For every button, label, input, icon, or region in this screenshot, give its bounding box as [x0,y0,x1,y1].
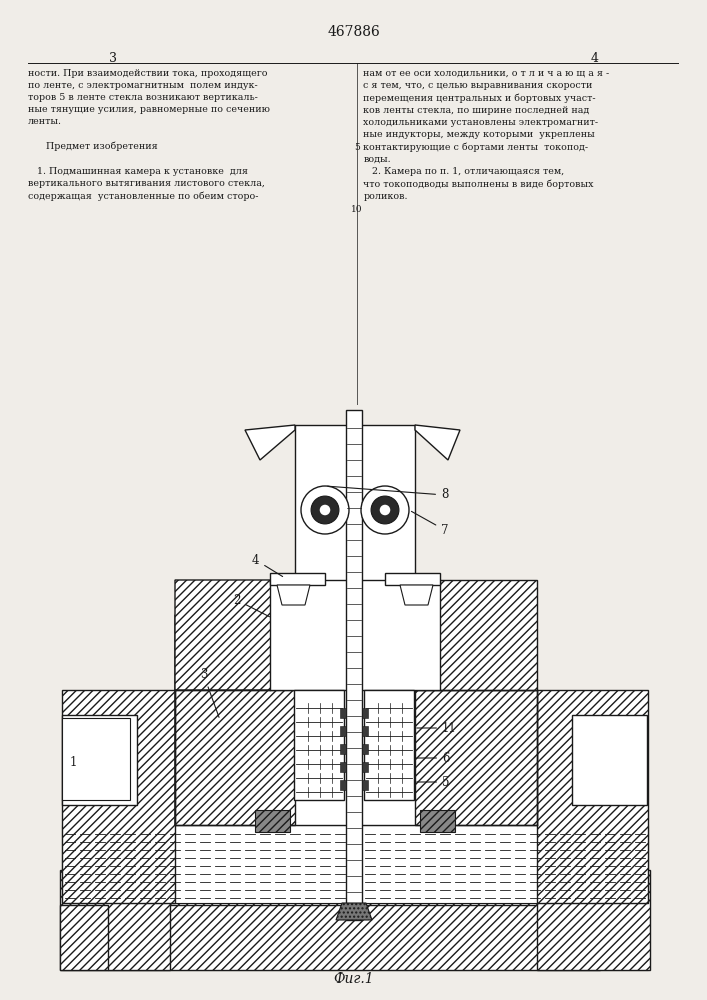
Bar [255,810,290,832]
Bar [62,718,130,800]
Text: 1: 1 [69,756,76,768]
Circle shape [320,505,330,515]
Polygon shape [537,870,650,970]
Bar [270,580,440,690]
Bar [175,690,537,825]
Text: 3: 3 [109,52,117,65]
Text: 5: 5 [354,143,360,152]
Polygon shape [62,903,648,970]
Bar [385,573,440,585]
Bar [346,410,362,920]
Bar [364,690,414,800]
Circle shape [361,486,409,534]
Text: 11: 11 [416,722,457,734]
Polygon shape [60,870,170,970]
Text: 3: 3 [200,668,219,717]
Polygon shape [415,580,537,690]
Polygon shape [175,580,295,690]
Polygon shape [175,690,295,825]
Bar [294,690,344,800]
Bar [62,825,648,903]
Text: 467886: 467886 [327,25,380,39]
Bar [572,715,647,805]
Circle shape [311,496,339,524]
Polygon shape [277,585,310,605]
Circle shape [371,496,399,524]
Polygon shape [108,905,600,970]
Bar [340,762,346,772]
Bar [362,726,368,736]
Polygon shape [415,425,460,460]
Text: 2: 2 [233,593,269,617]
Bar [295,425,415,580]
Polygon shape [60,905,108,970]
Text: 10: 10 [351,206,363,215]
Polygon shape [537,690,648,903]
Bar [362,762,368,772]
Text: нам от ее оси холодильники, о т л и ч а ю щ а я -
с я тем, что, с целью выравнив: нам от ее оси холодильники, о т л и ч а … [363,69,609,201]
Polygon shape [175,615,295,825]
Polygon shape [62,690,175,903]
Bar [270,573,325,585]
Bar [62,715,137,805]
Polygon shape [245,425,295,460]
Bar [340,708,346,718]
Text: 5: 5 [417,776,450,788]
Polygon shape [415,615,537,690]
Polygon shape [336,903,372,920]
Bar [340,726,346,736]
Bar [362,780,368,790]
Bar [420,810,455,832]
Text: 4: 4 [590,52,598,65]
Bar [340,744,346,754]
Bar [340,780,346,790]
Text: 7: 7 [411,511,448,536]
Circle shape [380,505,390,515]
Bar [362,744,368,754]
Text: ности. При взаимодействии тока, проходящего
по ленте, с электромагнитным  полем : ности. При взаимодействии тока, проходящ… [28,69,270,201]
Polygon shape [400,585,433,605]
Text: 8: 8 [328,486,448,502]
Text: 4: 4 [252,554,283,577]
Text: Фиг.1: Фиг.1 [334,972,374,986]
Circle shape [301,486,349,534]
Bar [362,708,368,718]
Polygon shape [415,690,537,825]
Text: 6: 6 [417,752,450,764]
